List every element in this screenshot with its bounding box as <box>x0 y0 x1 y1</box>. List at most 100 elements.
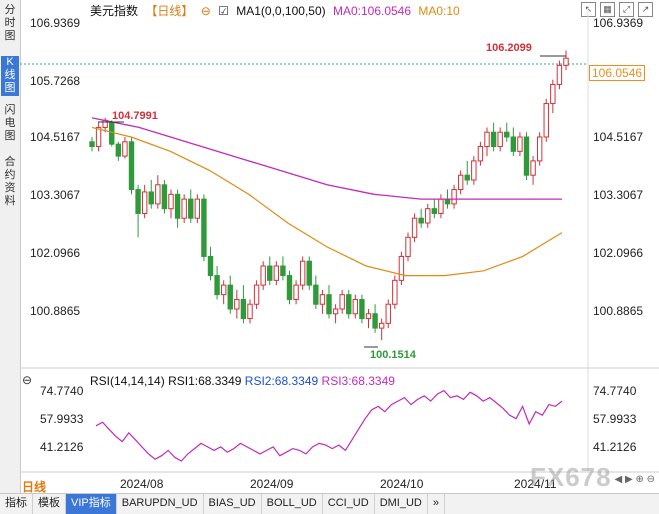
ma0-value: MA0:106.0546 <box>332 4 412 18</box>
ma-label: MA1(0,0,100,50) <box>236 4 326 18</box>
rsi-title: RSI(14,14,14) <box>90 374 165 388</box>
candle-body <box>530 160 536 176</box>
candle-body <box>115 143 122 157</box>
candle-body <box>286 275 293 300</box>
last-price-tag: 106.0546 <box>589 65 646 81</box>
tab-timeshare[interactable]: 分时图 <box>4 4 16 42</box>
checkbox-icon[interactable]: ☑ <box>218 4 229 18</box>
tab-barupdn[interactable]: BARUPDN_UD <box>117 494 204 514</box>
candle-body <box>385 303 391 324</box>
settings-icon[interactable]: ⊖ <box>200 4 211 18</box>
rsi-axis-left-2: 57.9933 <box>40 412 84 426</box>
candle-body <box>194 198 201 219</box>
tab-contract-info[interactable]: 合约资料 <box>4 156 16 207</box>
candle-body <box>517 136 523 152</box>
price-axis-left-5: 102.0966 <box>30 246 81 260</box>
candle-body <box>240 298 247 320</box>
tab-bias[interactable]: BIAS_UD <box>204 494 262 514</box>
candle-body <box>543 103 549 138</box>
candle-body <box>504 131 510 138</box>
candle-body <box>161 184 168 210</box>
rsi-line <box>95 389 563 462</box>
candle-body <box>352 298 359 315</box>
tab-indicator[interactable]: 指标 <box>0 494 33 514</box>
candle-body <box>405 236 411 257</box>
candle-body <box>471 160 477 181</box>
candle-body <box>201 198 207 257</box>
grid-icon[interactable]: ▦ <box>600 2 615 17</box>
tab-flash[interactable]: 闪电图 <box>4 104 16 142</box>
candle-body <box>220 284 227 296</box>
candle-body <box>280 265 286 277</box>
candle-body <box>326 294 332 315</box>
candle-body <box>464 174 470 181</box>
candle-body <box>431 208 438 214</box>
rsi-axis-right-2: 57.9933 <box>593 412 637 426</box>
zoom-icon[interactable]: ⤢ <box>619 2 634 17</box>
candle-body <box>365 313 372 320</box>
date-label-oct: 2024/10 <box>380 477 424 491</box>
watermark: FX678 <box>530 462 612 492</box>
candle-body <box>444 198 451 205</box>
tab-cci[interactable]: CCI_UD <box>323 494 375 514</box>
candle-body <box>550 83 556 105</box>
price-axis-left-6: 100.8865 <box>30 304 81 318</box>
indicator-tab-bar: 指标 模板 VIP指标 BARUPDN_UD BIAS_UD BOLL_UD C… <box>0 493 659 514</box>
rsi-axis-left-3: 41.2126 <box>40 440 84 454</box>
ma10-value: MA0:10 <box>418 4 460 18</box>
candle-body <box>128 141 135 191</box>
tab-kline[interactable]: K线图 <box>1 56 19 96</box>
candle-body <box>109 122 115 145</box>
candle-body <box>319 294 326 305</box>
candle-body <box>438 198 444 214</box>
date-label-nov: 2024/11 <box>514 477 557 491</box>
price-axis-left-1: 106.9369 <box>30 16 81 30</box>
rsi-settings-icon[interactable]: ⊖ <box>22 373 33 387</box>
candle-body <box>155 184 161 205</box>
more-tabs-icon[interactable]: » <box>428 494 445 514</box>
candle-body <box>392 279 398 305</box>
ma-fast-line <box>91 126 563 277</box>
price-axis-right-6: 100.8865 <box>593 304 644 318</box>
low-annotation: 100.1514 <box>370 349 416 361</box>
candle-body <box>207 255 214 277</box>
period-tag[interactable]: 日线 <box>22 480 47 494</box>
high-annotation: 106.2099 <box>486 42 532 54</box>
candle-body <box>398 255 405 281</box>
candle-body <box>253 284 260 305</box>
candle-body <box>247 303 253 320</box>
tab-dmi[interactable]: DMI_UD <box>375 494 428 514</box>
peak-annotation: 104.7991 <box>112 110 158 122</box>
candle-body <box>411 217 418 238</box>
candle-body <box>418 217 424 224</box>
instrument-title: 美元指数 <box>90 4 139 18</box>
export-icon[interactable]: ↗ <box>638 2 653 17</box>
candle-body <box>214 275 220 296</box>
candle-body <box>339 294 345 310</box>
candle-body <box>95 126 102 148</box>
candle-body <box>510 136 517 152</box>
candle-body <box>425 208 431 224</box>
price-axis-right-3: 104.5167 <box>593 130 644 144</box>
candle-body <box>497 131 503 148</box>
candle-body <box>234 298 240 310</box>
candle-body <box>260 265 266 286</box>
tab-vip-indicator[interactable]: VIP指标 <box>66 494 117 514</box>
rsi-axis-right-1: 74.7740 <box>593 384 637 398</box>
price-axis-right-1: 106.9369 <box>593 16 644 30</box>
rsi1-value: RSI1:68.3349 <box>168 374 242 388</box>
candle-body <box>267 265 273 281</box>
period-label[interactable]: 【日线】 <box>145 4 194 18</box>
candle-body <box>299 260 306 286</box>
candle-body <box>188 198 194 219</box>
rsi-header: RSI(14,14,14) RSI1:68.3349 RSI2:68.3349 … <box>90 374 395 388</box>
candle-body <box>148 191 154 205</box>
candle-body <box>484 131 490 148</box>
tab-boll[interactable]: BOLL_UD <box>262 494 323 514</box>
date-label-aug: 2024/08 <box>120 477 164 491</box>
price-axis-right-5: 102.0966 <box>593 246 644 260</box>
tab-template[interactable]: 模板 <box>33 494 66 514</box>
price-axis-right-4: 103.3067 <box>593 188 644 202</box>
scroll-arrows-icon[interactable]: ◀ ▶ ⊕ ⊖ <box>614 474 655 485</box>
